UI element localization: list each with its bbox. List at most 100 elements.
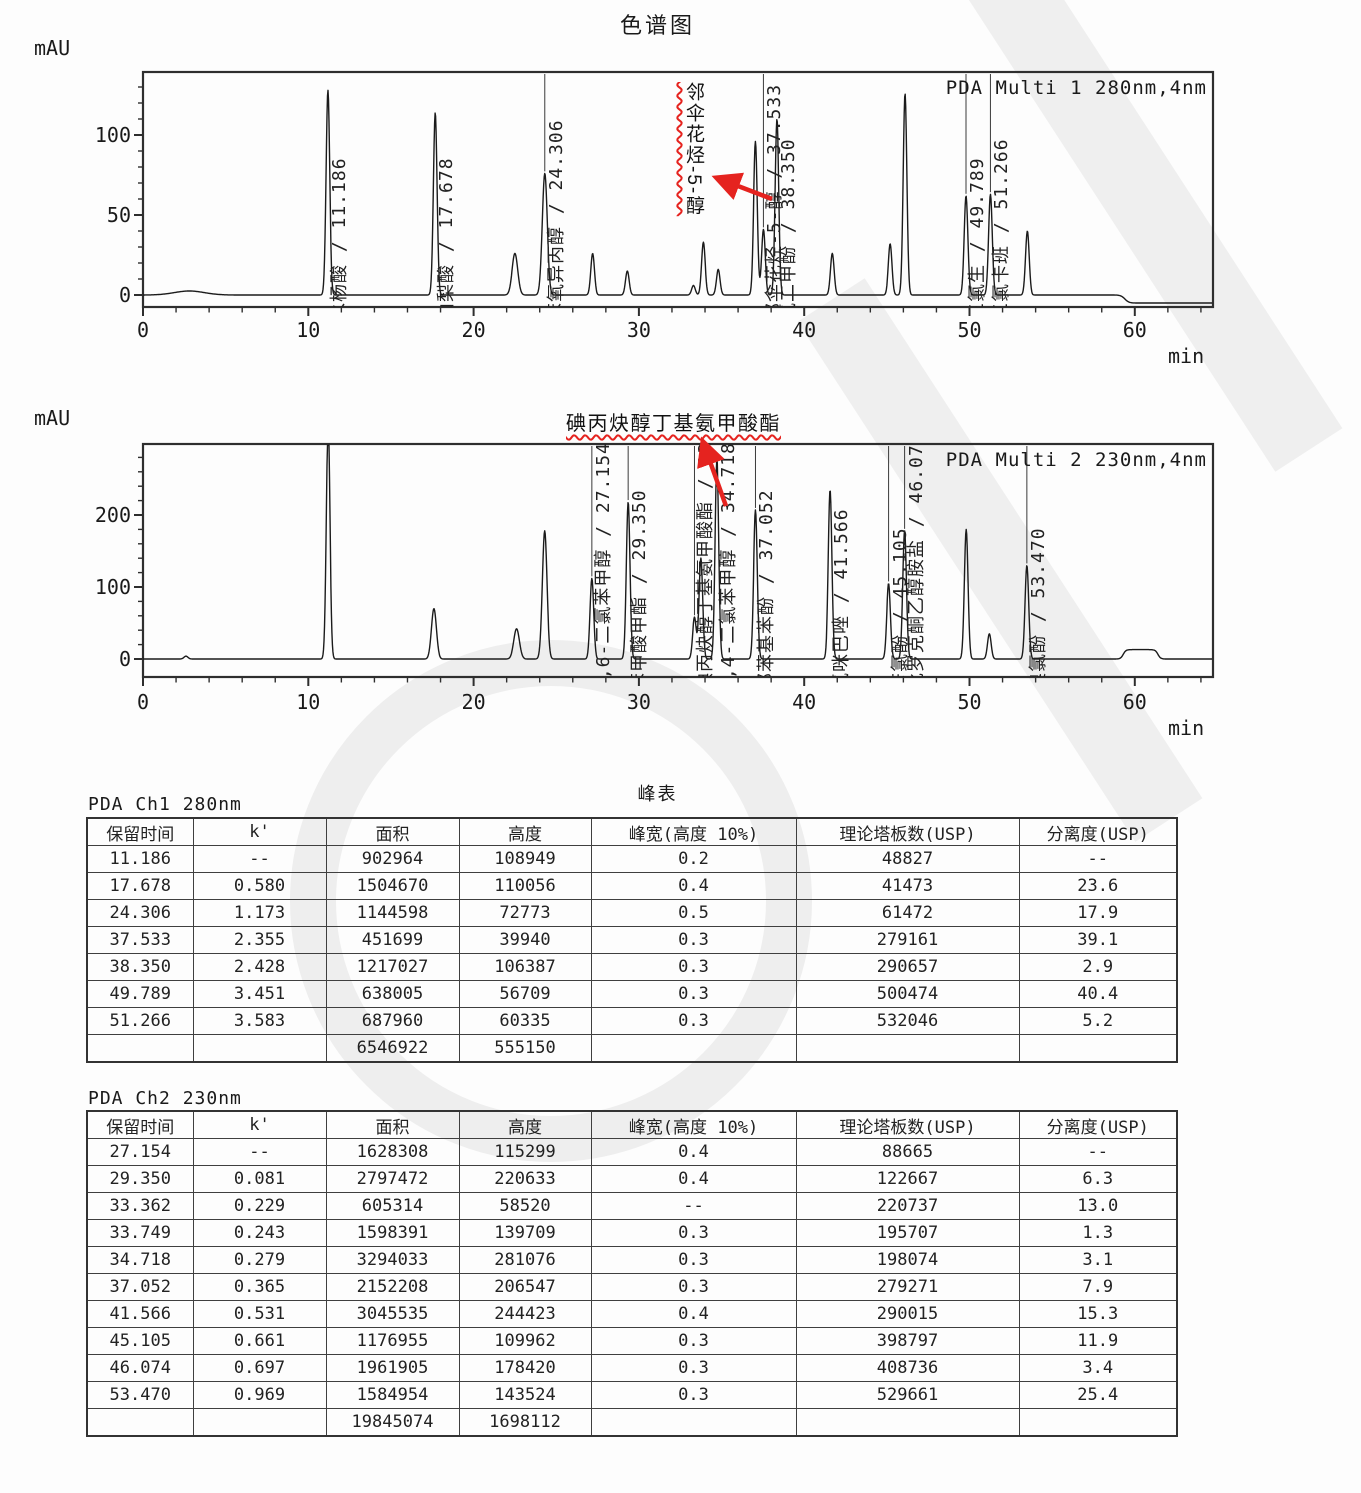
cell: 110056	[458, 872, 592, 900]
cell: 25.4	[1018, 1381, 1178, 1409]
cell: 41.566	[86, 1300, 194, 1328]
cell: 27.154	[86, 1138, 194, 1166]
cell: 39940	[458, 926, 592, 954]
peak-label: 苯甲酸甲酯 / 29.350	[629, 489, 651, 677]
header-cell: 面积	[325, 817, 460, 846]
table-row: 37.533 2.355 451699 39940 0.3 279161 39.1	[86, 926, 1178, 954]
cell: 178420	[458, 1354, 592, 1382]
peak-label: 2,6-二氯苯甲醇 / 27.154	[592, 444, 614, 677]
cell: 279161	[795, 926, 1020, 954]
cell: 34.718	[86, 1246, 194, 1274]
cell: --	[1018, 845, 1178, 873]
header-cell: 峰宽(高度 10%)	[590, 817, 797, 846]
cell: 0.2	[590, 845, 797, 873]
peak-label: 碘丙炔醇丁基氨甲酸酯 / 33.362	[695, 444, 717, 677]
cell: 398797	[795, 1327, 1020, 1355]
x-tick-label: 50	[957, 690, 982, 714]
cell: 108949	[458, 845, 592, 873]
cell: 58520	[458, 1192, 592, 1220]
x-axis-unit-chart1: min	[1168, 344, 1205, 368]
cell: 33.749	[86, 1219, 194, 1247]
table-row: 33.749 0.243 1598391 139709 0.3 195707 1.3	[86, 1219, 1178, 1247]
cell: 500474	[795, 980, 1020, 1008]
cell: 0.279	[192, 1246, 327, 1274]
y-axis-unit-chart2: mAU	[34, 406, 71, 430]
cell: 1176955	[325, 1327, 460, 1355]
cell: 0.580	[192, 872, 327, 900]
cell: 11.9	[1018, 1327, 1178, 1355]
cell: 281076	[458, 1246, 592, 1274]
cell: 139709	[458, 1219, 592, 1247]
table-row: 11.186 -- 902964 108949 0.2 48827 --	[86, 845, 1178, 873]
peak-table-ch2: 保留时间 k' 面积 高度 峰宽(高度 10%) 理论塔板数(USP) 分离度(USP) 27…	[86, 1110, 1178, 1437]
x-axis-unit-chart2: min	[1168, 716, 1205, 740]
y-tick-label: 100	[94, 123, 131, 147]
cell: 56709	[458, 980, 592, 1008]
cell: 2152208	[325, 1273, 460, 1301]
cell: 106387	[458, 953, 592, 981]
cell: 220737	[795, 1192, 1020, 1220]
cell: 1628308	[325, 1138, 460, 1166]
cell: 38.350	[86, 953, 194, 981]
header-cell: k'	[192, 1110, 327, 1139]
cell: 1598391	[325, 1219, 460, 1247]
cell: 122667	[795, 1165, 1020, 1193]
peak-label: 邻苯基苯酚 / 37.052	[756, 489, 778, 677]
table-row: 46.074 0.697 1961905 178420 0.3 408736 3.4	[86, 1354, 1178, 1382]
cell: 7.9	[1018, 1273, 1178, 1301]
cell: --	[192, 845, 327, 873]
x-tick-label: 50	[957, 318, 982, 342]
cell: 0.3	[590, 1327, 797, 1355]
cell: 3.451	[192, 980, 327, 1008]
cell: 244423	[458, 1300, 592, 1328]
cell: 48827	[795, 845, 1020, 873]
cell: 72773	[458, 899, 592, 927]
cell: 0.3	[590, 1273, 797, 1301]
cell	[1018, 1034, 1178, 1063]
cell: 0.3	[590, 1354, 797, 1382]
cell: 687960	[325, 1007, 460, 1035]
cell: 29.350	[86, 1165, 194, 1193]
cell: 17.678	[86, 872, 194, 900]
cell: 19845074	[325, 1408, 460, 1437]
cell: 115299	[458, 1138, 592, 1166]
cell: 24.306	[86, 899, 194, 927]
cell: 6.3	[1018, 1165, 1178, 1193]
table-row: 19845074 1698112	[86, 1408, 1178, 1437]
cell: 1.3	[1018, 1219, 1178, 1247]
cell: 0.3	[590, 980, 797, 1008]
table-row: 41.566 0.531 3045535 244423 0.4 290015 15.3	[86, 1300, 1178, 1328]
y-tick-label: 100	[94, 575, 131, 599]
cell: 0.3	[590, 953, 797, 981]
cell: 11.186	[86, 845, 194, 873]
table-row: 33.362 0.229 605314 58520 -- 220737 13.0	[86, 1192, 1178, 1220]
cell: 0.4	[590, 1300, 797, 1328]
cell: 0.3	[590, 1246, 797, 1274]
cell	[192, 1408, 327, 1437]
cell: 3.4	[1018, 1354, 1178, 1382]
cell	[1018, 1408, 1178, 1437]
table-row: 37.052 0.365 2152208 206547 0.3 279271 7.9	[86, 1273, 1178, 1301]
plot-area: PDA Multi 2 230nm,4nm 2,6-二氯苯甲醇 / 27.154 苯…	[143, 444, 1213, 677]
cell: 555150	[458, 1034, 592, 1063]
cell: 0.4	[590, 872, 797, 900]
x-tick-label: 10	[296, 690, 321, 714]
annotation-chart1: 邻伞花烃-5-醇	[683, 82, 704, 217]
channel-label: PDA Multi 1 280nm,4nm	[945, 77, 1207, 99]
table-section-label-ch2: PDA Ch2 230nm	[88, 1088, 242, 1109]
cell	[590, 1408, 797, 1437]
cell: 3.1	[1018, 1246, 1178, 1274]
cell: 109962	[458, 1327, 592, 1355]
cell	[795, 1408, 1020, 1437]
header-cell: 理论塔板数(USP)	[795, 817, 1020, 846]
cell: 41473	[795, 872, 1020, 900]
cell: 198074	[795, 1246, 1020, 1274]
table-row: 53.470 0.969 1584954 143524 0.3 529661 25.4	[86, 1381, 1178, 1409]
y-axis-unit-chart1: mAU	[34, 36, 71, 60]
cell: 0.697	[192, 1354, 327, 1382]
cell: 39.1	[1018, 926, 1178, 954]
peak-label: 氯咪巴唑 / 41.566	[831, 508, 853, 677]
peak-table-heading: 峰表	[637, 784, 678, 804]
cell: 605314	[325, 1192, 460, 1220]
